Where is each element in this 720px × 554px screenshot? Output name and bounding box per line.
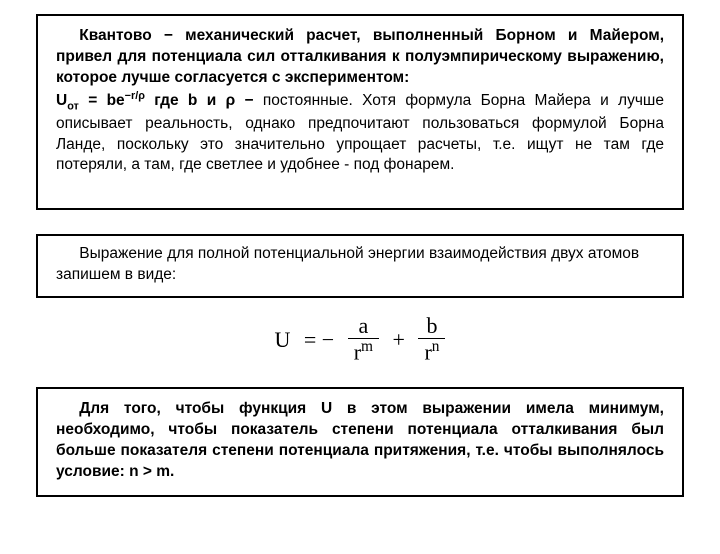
- minimum-condition-text: Для того, чтобы функция U в этом выражен…: [56, 399, 664, 483]
- eq-frac1-den-sup: m: [361, 338, 373, 355]
- born-mayer-intro: Квантово − механический расчет, выполнен…: [56, 26, 664, 89]
- eq-frac2-den-sup: n: [432, 338, 440, 355]
- formula-U: U: [56, 92, 67, 109]
- eq-frac1-den: rm: [348, 339, 379, 365]
- eq-frac2-den: rn: [418, 339, 445, 365]
- born-mayer-formula-line: Uот = be−r/ρ где b и ρ − постоянные. Хот…: [56, 89, 664, 177]
- eq-op2: +: [389, 327, 409, 353]
- formula-sup: −r/ρ: [125, 90, 145, 102]
- eq-frac2: b rn: [418, 314, 445, 365]
- box-born-mayer: Квантово − механический расчет, выполнен…: [36, 14, 684, 210]
- eq-lhs: U: [271, 327, 295, 353]
- eq-frac1-den-base: r: [354, 340, 361, 365]
- box-minimum-condition: Для того, чтобы функция U в этом выражен…: [36, 387, 684, 497]
- eq-op1: = −: [300, 327, 338, 353]
- eq-frac2-den-base: r: [424, 340, 431, 365]
- equation-block: U = − a rm + b rn: [0, 314, 720, 365]
- full-potential-text: Выражение для полной потенциальной энерг…: [56, 244, 664, 286]
- eq-frac2-num: b: [418, 314, 445, 339]
- eq-frac1: a rm: [348, 314, 379, 365]
- eq-frac1-num: a: [348, 314, 379, 339]
- formula-mid: = be: [79, 92, 125, 109]
- formula-rest: где b и ρ −: [145, 92, 263, 109]
- box-full-potential: Выражение для полной потенциальной энерг…: [36, 234, 684, 298]
- formula-U-sub: от: [67, 100, 79, 112]
